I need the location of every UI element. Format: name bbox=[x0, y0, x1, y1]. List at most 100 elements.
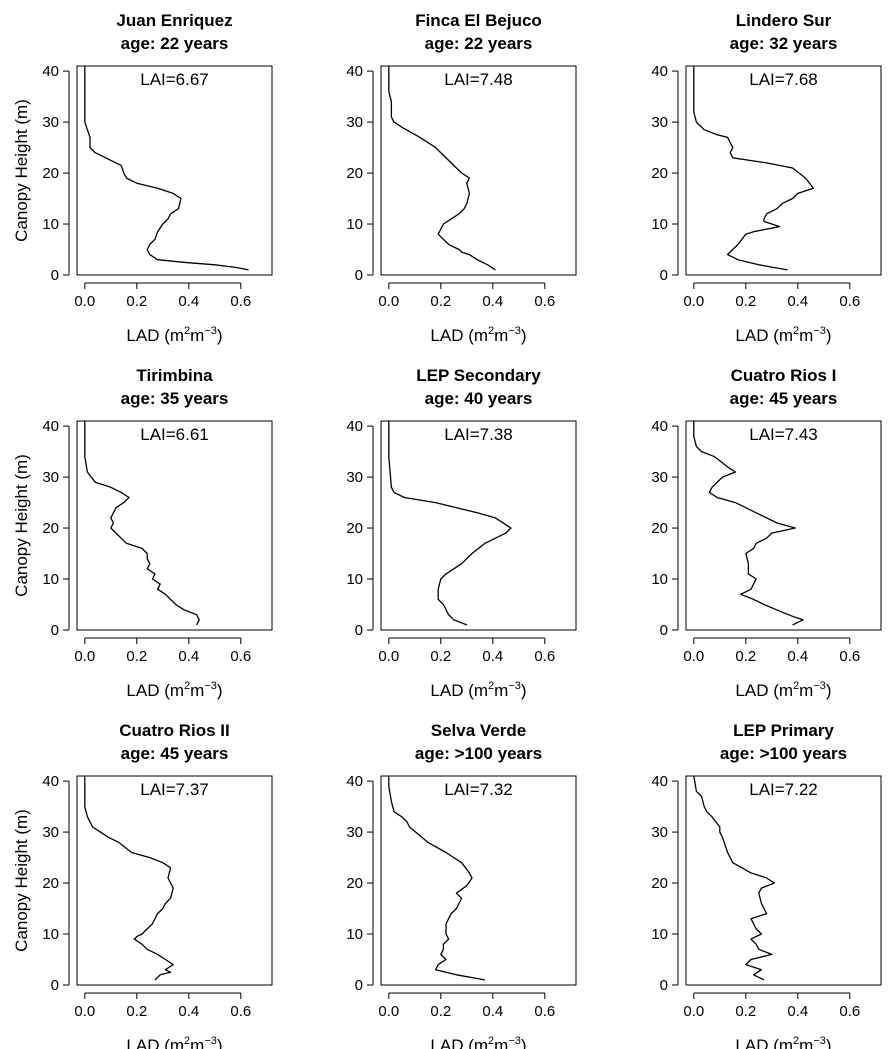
y-tick-label: 20 bbox=[651, 165, 668, 182]
plot-frame bbox=[76, 420, 273, 631]
plot-frame bbox=[380, 65, 577, 276]
x-tick-label: 0.2 bbox=[126, 648, 147, 665]
panel-subtitle: age: 45 years bbox=[121, 744, 229, 763]
x-tick-label: 0.0 bbox=[378, 293, 399, 310]
x-tick-label: 0.4 bbox=[787, 1003, 808, 1020]
panel-4: Tirimbina age: 35 years LAI=6.61 0.0 0.2 0.4 0… bbox=[12, 366, 273, 700]
y-tick-label: 30 bbox=[651, 469, 668, 486]
panel-subtitle: age: 35 years bbox=[121, 389, 229, 408]
y-tick-label: 40 bbox=[42, 63, 59, 80]
x-tick-label: 0.2 bbox=[430, 293, 451, 310]
y-tick-label: 20 bbox=[42, 875, 59, 892]
y-axis-label: Canopy Height (m) bbox=[12, 99, 31, 242]
y-tick-label: 40 bbox=[651, 773, 668, 790]
panel-2: Finca El Bejuco age: 22 years LAI=7.48 0.0 0… bbox=[346, 11, 577, 345]
lad-profile-line bbox=[388, 421, 512, 626]
panel-5: LEP Secondary age: 40 years LAI=7.38 0.0 0.2… bbox=[346, 366, 577, 700]
x-tick-label: 0.6 bbox=[839, 648, 860, 665]
x-axis-label: LAD (m2m−3) bbox=[430, 325, 526, 345]
panel-6: Cuatro Rios I age: 45 years LAI=7.43 0.0 0.2… bbox=[651, 366, 882, 700]
x-tick-label: 0.0 bbox=[74, 648, 95, 665]
panel-title: Finca El Bejuco bbox=[415, 11, 542, 30]
x-tick-label: 0.0 bbox=[683, 293, 704, 310]
x-tick-label: 0.6 bbox=[534, 293, 555, 310]
plot-frame bbox=[76, 65, 273, 276]
y-tick-label: 0 bbox=[660, 977, 668, 994]
lai-annotation: LAI=7.43 bbox=[749, 425, 818, 444]
x-tick-label: 0.4 bbox=[178, 293, 199, 310]
x-tick-label: 0.6 bbox=[534, 648, 555, 665]
x-tick-label: 0.0 bbox=[378, 648, 399, 665]
x-axis-label: LAD (m2m−3) bbox=[126, 1035, 222, 1049]
x-axis-label: LAD (m2m−3) bbox=[735, 680, 831, 700]
y-tick-label: 0 bbox=[355, 622, 363, 639]
y-tick-label: 10 bbox=[651, 571, 668, 588]
panel-7: Cuatro Rios II age: 45 years LAI=7.37 0.0 0.… bbox=[12, 721, 273, 1049]
panel-1: Juan Enriquez age: 22 years LAI=6.67 0.0 0.2… bbox=[12, 11, 273, 345]
y-tick-label: 20 bbox=[651, 520, 668, 537]
y-tick-label: 10 bbox=[346, 926, 363, 943]
panel-title: Cuatro Rios I bbox=[731, 366, 837, 385]
y-tick-label: 40 bbox=[346, 773, 363, 790]
lad-profile-line bbox=[693, 775, 776, 981]
y-tick-label: 0 bbox=[51, 267, 59, 284]
y-axis-label: Canopy Height (m) bbox=[12, 454, 31, 597]
y-tick-label: 10 bbox=[346, 216, 363, 233]
x-tick-label: 0.4 bbox=[482, 1003, 503, 1020]
lad-profile-line bbox=[84, 66, 249, 271]
x-axis-label: LAD (m2m−3) bbox=[126, 680, 222, 700]
lai-annotation: LAI=7.68 bbox=[749, 70, 818, 89]
y-tick-label: 20 bbox=[651, 875, 668, 892]
x-tick-label: 0.6 bbox=[230, 1003, 251, 1020]
panel-title: LEP Primary bbox=[733, 721, 834, 740]
plot-frame bbox=[76, 775, 273, 986]
y-tick-label: 20 bbox=[346, 875, 363, 892]
y-tick-label: 10 bbox=[651, 926, 668, 943]
panel-8: Selva Verde age: >100 years LAI=7.32 0.0 0.2… bbox=[346, 721, 577, 1049]
y-tick-label: 40 bbox=[42, 773, 59, 790]
y-axis-label: Canopy Height (m) bbox=[12, 809, 31, 952]
x-tick-label: 0.0 bbox=[74, 1003, 95, 1020]
y-tick-label: 20 bbox=[346, 520, 363, 537]
y-tick-label: 20 bbox=[42, 520, 59, 537]
plot-frame bbox=[380, 775, 577, 986]
y-tick-label: 0 bbox=[51, 977, 59, 994]
x-tick-label: 0.2 bbox=[735, 648, 756, 665]
plot-frame bbox=[685, 420, 882, 631]
y-tick-label: 10 bbox=[346, 571, 363, 588]
lai-annotation: LAI=7.32 bbox=[444, 780, 513, 799]
panel-title: Tirimbina bbox=[136, 366, 213, 385]
x-tick-label: 0.2 bbox=[126, 293, 147, 310]
y-tick-label: 0 bbox=[355, 977, 363, 994]
y-tick-label: 40 bbox=[346, 418, 363, 435]
panel-title: Cuatro Rios II bbox=[119, 721, 230, 740]
x-tick-label: 0.0 bbox=[74, 293, 95, 310]
x-tick-label: 0.4 bbox=[787, 293, 808, 310]
y-tick-label: 30 bbox=[651, 824, 668, 841]
y-tick-label: 0 bbox=[660, 267, 668, 284]
y-tick-label: 10 bbox=[651, 216, 668, 233]
x-tick-label: 0.6 bbox=[230, 293, 251, 310]
y-tick-label: 20 bbox=[42, 165, 59, 182]
x-tick-label: 0.2 bbox=[735, 1003, 756, 1020]
lad-profile-line bbox=[84, 421, 200, 626]
panel-title: Selva Verde bbox=[431, 721, 526, 740]
y-tick-label: 0 bbox=[51, 622, 59, 639]
lai-annotation: LAI=6.61 bbox=[140, 425, 209, 444]
y-tick-label: 30 bbox=[42, 469, 59, 486]
y-tick-label: 30 bbox=[346, 114, 363, 131]
y-tick-label: 10 bbox=[42, 216, 59, 233]
plot-frame bbox=[685, 65, 882, 276]
x-axis-label: LAD (m2m−3) bbox=[735, 325, 831, 345]
lai-annotation: LAI=6.67 bbox=[140, 70, 209, 89]
y-tick-label: 30 bbox=[651, 114, 668, 131]
y-tick-label: 40 bbox=[42, 418, 59, 435]
x-tick-label: 0.4 bbox=[178, 648, 199, 665]
lai-annotation: LAI=7.48 bbox=[444, 70, 513, 89]
x-tick-label: 0.0 bbox=[683, 1003, 704, 1020]
panel-title: LEP Secondary bbox=[416, 366, 541, 385]
x-tick-label: 0.4 bbox=[178, 1003, 199, 1020]
x-tick-label: 0.0 bbox=[378, 1003, 399, 1020]
y-tick-label: 0 bbox=[660, 622, 668, 639]
